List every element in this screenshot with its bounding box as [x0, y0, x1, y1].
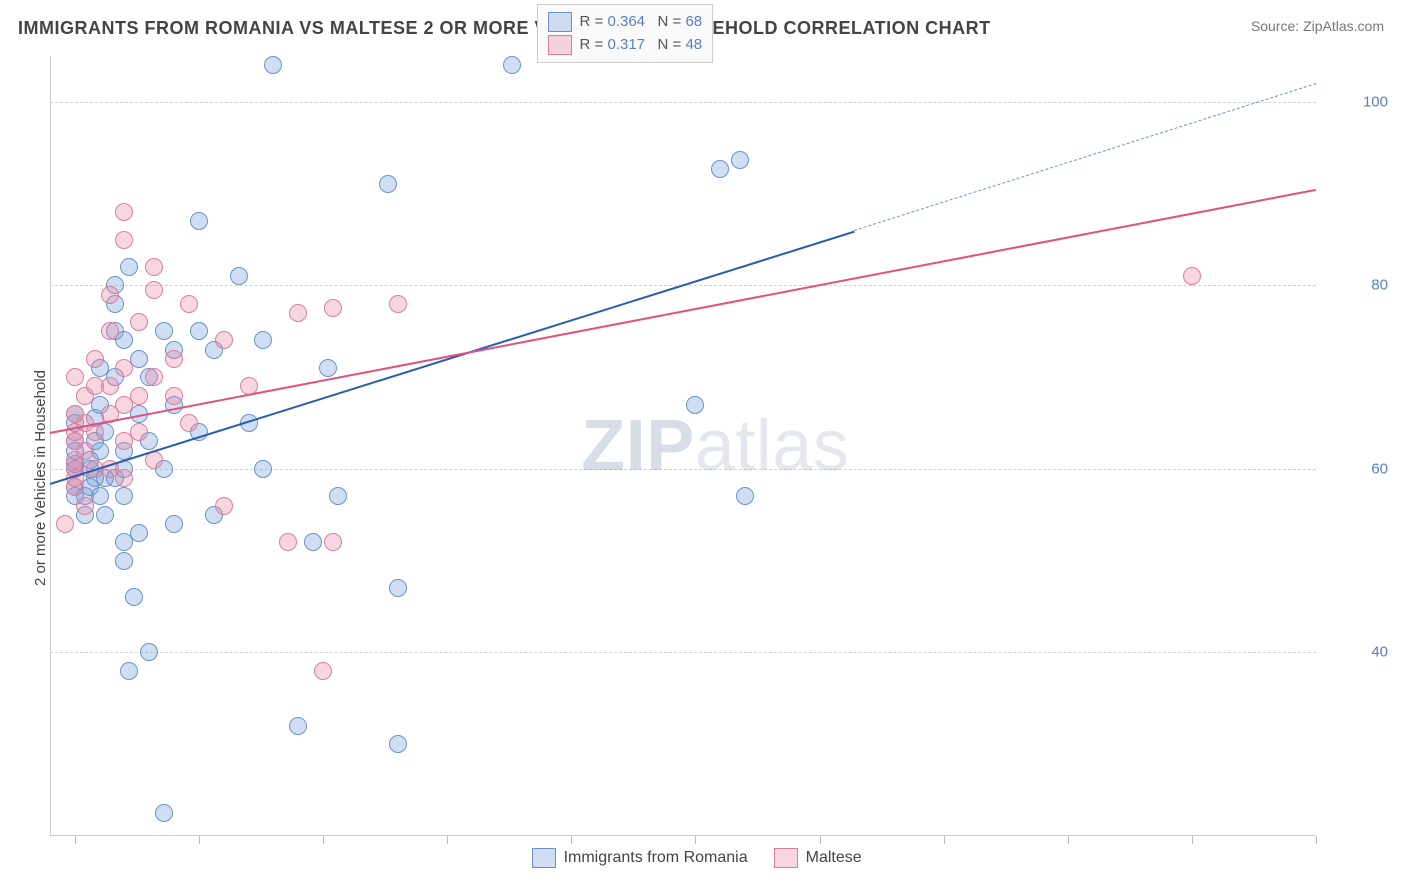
series-legend: Immigrants from Romania Maltese: [532, 848, 862, 868]
data-point-maltese: [115, 469, 133, 487]
gridline: [50, 652, 1316, 653]
x-tick: [571, 836, 572, 844]
data-point-maltese: [130, 313, 148, 331]
watermark-part1: ZIP: [581, 406, 695, 486]
data-point-maltese: [66, 368, 84, 386]
data-point-maltese: [314, 662, 332, 680]
data-point-maltese: [130, 387, 148, 405]
data-point-romania: [120, 662, 138, 680]
legend-stats-text: R = 0.317 N = 48: [580, 34, 703, 57]
data-point-maltese: [76, 497, 94, 515]
data-point-romania: [329, 487, 347, 505]
x-tick: [695, 836, 696, 844]
data-point-maltese: [324, 299, 342, 317]
chart-title: IMMIGRANTS FROM ROMANIA VS MALTESE 2 OR …: [18, 18, 991, 39]
legend-swatch-maltese: [548, 35, 572, 55]
legend-swatch-romania: [548, 12, 572, 32]
data-point-maltese: [279, 533, 297, 551]
legend-stats-row-maltese: R = 0.317 N = 48: [548, 34, 703, 57]
data-point-romania: [389, 735, 407, 753]
data-point-romania: [264, 56, 282, 74]
data-point-maltese: [145, 258, 163, 276]
data-point-maltese: [130, 423, 148, 441]
x-tick: [820, 836, 821, 844]
data-point-maltese: [165, 350, 183, 368]
legend-label: Maltese: [806, 849, 862, 867]
data-point-romania: [115, 331, 133, 349]
data-point-romania: [155, 322, 173, 340]
y-tick-label: 80: [1328, 277, 1388, 294]
data-point-maltese: [180, 295, 198, 313]
data-point-romania: [379, 175, 397, 193]
data-point-romania: [319, 359, 337, 377]
data-point-romania: [115, 487, 133, 505]
y-tick-label: 100: [1328, 93, 1388, 110]
x-tick: [75, 836, 76, 844]
data-point-romania: [711, 160, 729, 178]
legend-swatch-romania: [532, 848, 556, 868]
data-point-romania: [254, 460, 272, 478]
x-tick: [1068, 836, 1069, 844]
data-point-romania: [120, 258, 138, 276]
data-point-romania: [125, 588, 143, 606]
data-point-maltese: [86, 350, 104, 368]
data-point-maltese: [101, 286, 119, 304]
x-tick: [323, 836, 324, 844]
data-point-maltese: [180, 414, 198, 432]
data-point-romania: [389, 579, 407, 597]
data-point-maltese: [1183, 267, 1201, 285]
data-point-romania: [190, 212, 208, 230]
legend-swatch-maltese: [774, 848, 798, 868]
data-point-romania: [731, 151, 749, 169]
data-point-maltese: [56, 515, 74, 533]
x-tick: [944, 836, 945, 844]
legend-stats-row-romania: R = 0.364 N = 68: [548, 11, 703, 34]
gridline: [50, 102, 1316, 103]
data-point-romania: [140, 643, 158, 661]
data-point-romania: [130, 524, 148, 542]
watermark-part2: atlas: [695, 406, 850, 486]
data-point-romania: [254, 331, 272, 349]
x-tick: [447, 836, 448, 844]
data-point-maltese: [145, 281, 163, 299]
data-point-romania: [115, 552, 133, 570]
data-point-maltese: [115, 231, 133, 249]
y-axis-title: 2 or more Vehicles in Household: [32, 370, 49, 586]
data-point-romania: [190, 322, 208, 340]
x-tick: [199, 836, 200, 844]
data-point-romania: [289, 717, 307, 735]
data-point-maltese: [101, 322, 119, 340]
data-point-maltese: [215, 331, 233, 349]
legend-stats-text: R = 0.364 N = 68: [580, 11, 703, 34]
data-point-maltese: [165, 387, 183, 405]
legend-label: Immigrants from Romania: [564, 849, 748, 867]
watermark: ZIPatlas: [581, 405, 849, 487]
source-attribution: Source: ZipAtlas.com: [1251, 18, 1384, 34]
data-point-maltese: [324, 533, 342, 551]
data-point-romania: [155, 804, 173, 822]
data-point-romania: [503, 56, 521, 74]
data-point-romania: [96, 506, 114, 524]
data-point-maltese: [115, 203, 133, 221]
data-point-maltese: [145, 368, 163, 386]
data-point-maltese: [389, 295, 407, 313]
trendline: [50, 189, 1316, 434]
data-point-maltese: [76, 442, 94, 460]
data-point-maltese: [289, 304, 307, 322]
data-point-romania: [230, 267, 248, 285]
legend-item-romania: Immigrants from Romania: [532, 848, 748, 868]
data-point-romania: [304, 533, 322, 551]
trendline: [854, 84, 1316, 232]
legend-item-maltese: Maltese: [774, 848, 862, 868]
data-point-maltese: [101, 377, 119, 395]
x-tick: [1316, 836, 1317, 844]
correlation-stats-legend: R = 0.364 N = 68R = 0.317 N = 48: [537, 4, 714, 63]
y-tick-label: 40: [1328, 644, 1388, 661]
data-point-romania: [165, 515, 183, 533]
y-tick-label: 60: [1328, 460, 1388, 477]
data-point-maltese: [115, 359, 133, 377]
data-point-romania: [736, 487, 754, 505]
data-point-maltese: [215, 497, 233, 515]
x-tick: [1192, 836, 1193, 844]
